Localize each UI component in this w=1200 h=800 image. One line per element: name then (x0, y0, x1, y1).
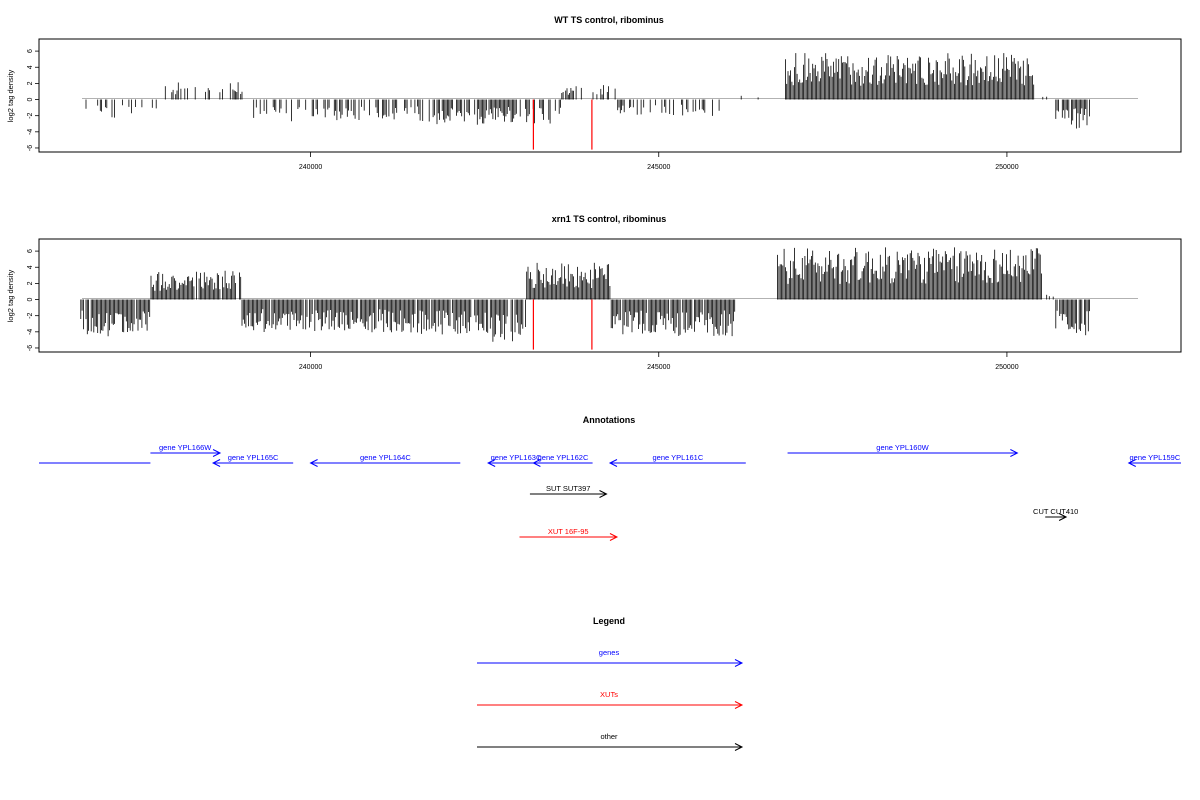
arrowhead (609, 533, 619, 541)
y-tick-label: -6 (27, 345, 34, 351)
y-axis: 6 4 2 0 -2 -4 -6 (27, 249, 40, 351)
y-tick-label: 2 (27, 81, 34, 85)
feature-label: gene YPL166W (159, 443, 212, 452)
feature-label: gene YPL162C (538, 453, 589, 462)
feature-sut-sut397: SUT SUT397 (529, 484, 608, 498)
y-tick-label: 4 (27, 265, 34, 269)
feature-gene-ypl165c: gene YPL165C (211, 453, 294, 467)
x-tick-label: 250000 (995, 164, 1018, 171)
feature-xut-16f-95: XUT 16F-95 (519, 527, 619, 541)
y-tick-label: -2 (27, 312, 34, 318)
y-tick-label: 4 (27, 65, 34, 69)
feature-gene-ypl160w: gene YPL160W (787, 443, 1019, 457)
panel-title: WT TS control, ribominus (554, 15, 664, 25)
feature-gene-ypl166w: gene YPL166W (150, 443, 222, 457)
y-tick-label: -4 (27, 329, 34, 335)
arrowhead (599, 490, 608, 498)
arrowhead (211, 459, 221, 467)
legend-title: Legend (593, 616, 625, 626)
arrowhead (734, 701, 744, 709)
bar-series (85, 53, 1090, 150)
feature-label: gene YPL163C (491, 453, 542, 462)
legend: Legend genes XUTs other (477, 616, 744, 751)
xrn1-density-panel: xrn1 TS control, ribominus log2 tag dens… (6, 214, 1182, 371)
arrowhead (734, 659, 744, 667)
y-tick-label: 0 (27, 297, 34, 301)
feature-label: SUT SUT397 (546, 484, 590, 493)
legend-item-other: other (477, 732, 744, 751)
y-tick-label: 6 (27, 249, 34, 253)
x-tick-label: 245000 (647, 164, 670, 171)
y-tick-label: -4 (27, 129, 34, 135)
arrowhead (1127, 459, 1136, 467)
feature-label: gene YPL159C (1130, 453, 1181, 462)
feature-arrows: gene YPL166W gene YPL165C gene YPL164C gene… (39, 443, 1181, 541)
x-axis: 240000 245000 250000 (299, 351, 1019, 371)
legend-item-xuts: XUTs (477, 690, 744, 709)
legend-label: other (600, 732, 618, 741)
x-tick-label: 250000 (995, 364, 1018, 371)
x-tick-label: 245000 (647, 364, 670, 371)
x-tick-label: 240000 (299, 164, 322, 171)
feature-label: CUT CUT410 (1033, 507, 1078, 516)
annotations-title: Annotations (583, 415, 636, 425)
bar-series (80, 247, 1090, 350)
legend-label: XUTs (600, 690, 618, 699)
legend-label: genes (599, 648, 620, 657)
arrowhead (532, 459, 541, 467)
y-tick-label: 6 (27, 49, 34, 53)
arrowhead (1010, 449, 1019, 457)
feature-gene-ypl159c: gene YPL159C (1127, 453, 1181, 467)
y-axis-label: log2 tag density (6, 69, 15, 122)
feature-label: gene YPL160W (876, 443, 929, 452)
feature-label: gene YPL164C (360, 453, 411, 462)
y-tick-label: 2 (27, 281, 34, 285)
feature-gene-ypl164c: gene YPL164C (309, 453, 461, 467)
legend-item-genes: genes (477, 648, 744, 667)
arrowhead (487, 459, 496, 467)
arrowhead (1058, 513, 1068, 521)
feature-label: gene YPL165C (228, 453, 279, 462)
y-tick-label: -2 (27, 112, 34, 118)
plot-frame (38, 38, 1182, 153)
arrowhead (309, 459, 318, 467)
y-axis: 6 4 2 0 -2 -4 -6 (27, 49, 40, 151)
feature-gene-ypl162c: gene YPL162C (532, 453, 593, 467)
y-tick-label: 0 (27, 97, 34, 101)
panel-title: xrn1 TS control, ribominus (552, 214, 667, 224)
x-tick-label: 240000 (299, 364, 322, 371)
feature-gene-ypl161c: gene YPL161C (608, 453, 746, 467)
wt-density-panel: WT TS control, ribominus log2 tag densit… (6, 15, 1182, 171)
arrowhead (212, 449, 222, 457)
x-axis: 240000 245000 250000 (299, 151, 1019, 171)
arrowhead (608, 459, 618, 467)
y-tick-label: -6 (27, 145, 34, 151)
feature-label: XUT 16F-95 (548, 527, 589, 536)
y-axis-label: log2 tag density (6, 269, 15, 322)
feature-cut-cut410: CUT CUT410 (1033, 507, 1078, 521)
arrowhead (734, 743, 744, 751)
feature-label: gene YPL161C (653, 453, 704, 462)
legend-items: genes XUTs other (477, 648, 744, 751)
